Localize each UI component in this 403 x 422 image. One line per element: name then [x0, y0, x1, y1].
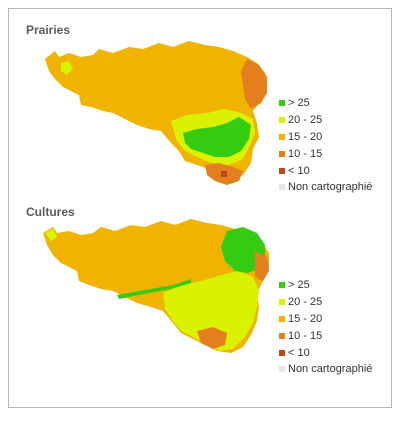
legend-label: 15 - 20 [288, 130, 323, 143]
legend-prairies: > 25 20 - 25 15 - 20 10 - 15 < 10 Non ca… [279, 95, 372, 196]
region-gt25-northeast [221, 227, 265, 273]
map-title-cultures: Cultures [26, 205, 75, 219]
legend-label: > 25 [288, 97, 310, 110]
legend-label: 10 - 15 [288, 147, 323, 160]
figure-frame: Prairies > 25 20 - 25 15 - 20 10 - 15 < … [8, 8, 392, 408]
legend-label: 20 - 25 [288, 114, 323, 127]
region-gt25-strip [117, 279, 191, 299]
legend-label: < 10 [288, 164, 310, 177]
region-10to15-east [255, 251, 269, 281]
legend-item: > 25 [279, 277, 372, 294]
legend-label: Non cartographié [288, 363, 373, 376]
region-20to25-south [163, 271, 259, 351]
map-prairies [45, 41, 267, 185]
legend-item: 20 - 25 [279, 294, 372, 311]
legend-label: > 25 [288, 279, 310, 292]
region-20to25-west [61, 61, 73, 75]
legend-swatch [279, 299, 285, 306]
legend-label: < 10 [288, 346, 310, 359]
legend-item: 15 - 20 [279, 311, 372, 328]
legend-item: < 10 [279, 344, 372, 361]
legend-swatch [279, 282, 285, 289]
panel-prairies: Prairies > 25 20 - 25 15 - 20 10 - 15 < … [9, 9, 393, 199]
map-cultures [43, 219, 269, 353]
legend-swatch [279, 167, 285, 174]
legend-item: 10 - 15 [279, 327, 372, 344]
legend-item: > 25 [279, 95, 372, 112]
legend-swatch [279, 366, 285, 373]
legend-swatch [279, 133, 285, 140]
legend-label: Non cartographié [288, 181, 373, 194]
map-title-prairies: Prairies [26, 23, 71, 37]
legend-swatch [279, 100, 285, 107]
legend-swatch [279, 315, 285, 322]
panel-cultures: Cultures > 25 20 - 25 15 - 20 10 - 15 < … [9, 191, 393, 381]
legend-label: 10 - 15 [288, 329, 323, 342]
legend-swatch [279, 332, 285, 339]
region-10to15-east [241, 59, 267, 109]
region-10to15-southwest [197, 327, 227, 349]
legend-item: Non cartographié [279, 361, 372, 378]
legend-item: Non cartographié [279, 179, 372, 196]
legend-cultures: > 25 20 - 25 15 - 20 10 - 15 < 10 Non ca… [279, 277, 372, 378]
legend-swatch [279, 117, 285, 124]
legend-item: 10 - 15 [279, 145, 372, 162]
legend-item: 15 - 20 [279, 129, 372, 146]
region-lt10-patch [221, 171, 227, 177]
region-20to25-west [45, 229, 57, 241]
legend-swatch [279, 184, 285, 191]
legend-swatch [279, 349, 285, 356]
region-gt25-ardennes [183, 117, 251, 157]
legend-item: 20 - 25 [279, 112, 372, 129]
legend-swatch [279, 150, 285, 157]
legend-item: < 10 [279, 162, 372, 179]
legend-label: 20 - 25 [288, 296, 323, 309]
legend-label: 15 - 20 [288, 312, 323, 325]
